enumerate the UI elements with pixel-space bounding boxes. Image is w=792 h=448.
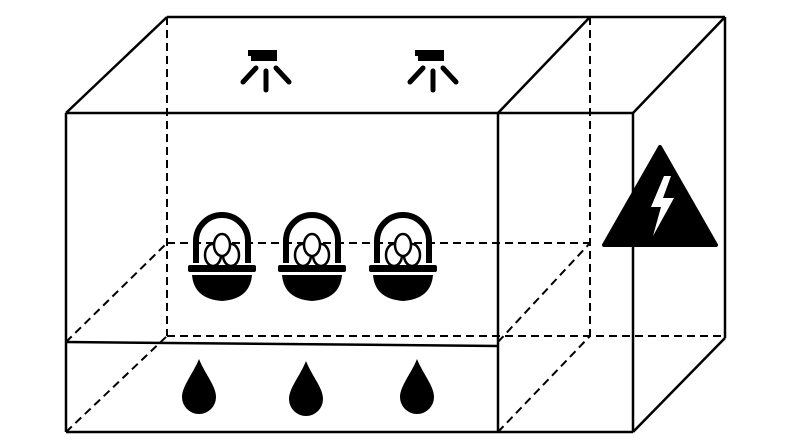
water-tray xyxy=(65,340,499,348)
water-drop-icon xyxy=(182,359,216,414)
egg-basket-icon xyxy=(188,215,256,301)
incubator-cabinet xyxy=(64,15,727,434)
electric-hazard-icon xyxy=(602,145,718,247)
egg-basket-icon xyxy=(278,215,346,301)
egg-basket-group xyxy=(188,215,437,301)
water-drop-icon xyxy=(400,359,434,414)
heat-lamp-icon xyxy=(243,50,289,90)
egg-basket-icon xyxy=(369,215,437,301)
water-drop-icon xyxy=(289,361,323,416)
heat-lamp-group xyxy=(243,50,456,90)
heat-lamp-icon xyxy=(410,50,456,90)
water-drop-group xyxy=(182,359,434,416)
